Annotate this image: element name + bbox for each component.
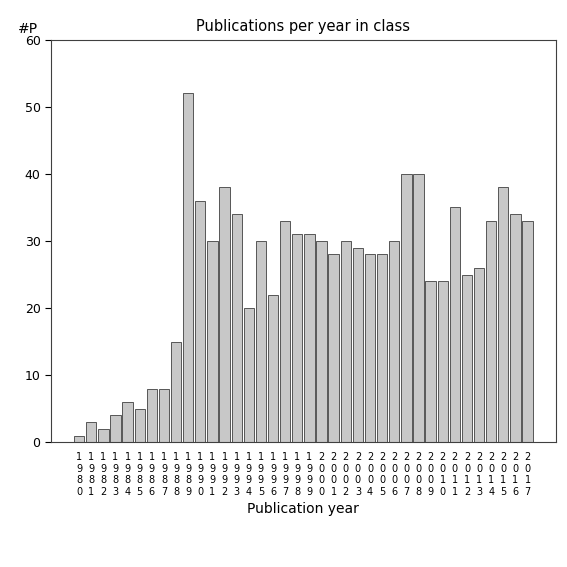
Bar xyxy=(474,268,484,442)
Bar xyxy=(98,429,108,442)
X-axis label: Publication year: Publication year xyxy=(247,502,359,517)
Bar xyxy=(74,435,84,442)
Bar xyxy=(413,174,424,442)
Bar xyxy=(171,341,181,442)
Bar xyxy=(256,241,266,442)
Bar xyxy=(111,416,121,442)
Bar xyxy=(304,234,315,442)
Bar xyxy=(328,255,339,442)
Bar xyxy=(365,255,375,442)
Bar xyxy=(425,281,436,442)
Bar xyxy=(86,422,96,442)
Bar xyxy=(183,94,193,442)
Bar xyxy=(341,241,351,442)
Bar xyxy=(450,208,460,442)
Bar xyxy=(231,214,242,442)
Bar xyxy=(292,234,302,442)
Text: #P: #P xyxy=(18,22,39,36)
Bar xyxy=(462,274,472,442)
Bar xyxy=(316,241,327,442)
Bar xyxy=(486,221,496,442)
Bar xyxy=(522,221,533,442)
Bar xyxy=(159,388,169,442)
Bar xyxy=(377,255,387,442)
Bar xyxy=(389,241,399,442)
Bar xyxy=(134,409,145,442)
Bar xyxy=(244,308,254,442)
Bar xyxy=(498,187,509,442)
Bar xyxy=(353,248,363,442)
Title: Publications per year in class: Publications per year in class xyxy=(196,19,411,35)
Bar xyxy=(438,281,448,442)
Bar xyxy=(122,402,133,442)
Bar xyxy=(208,241,218,442)
Bar xyxy=(219,187,230,442)
Bar xyxy=(280,221,290,442)
Bar xyxy=(147,388,157,442)
Bar xyxy=(195,201,205,442)
Bar xyxy=(268,295,278,442)
Bar xyxy=(401,174,412,442)
Bar xyxy=(510,214,521,442)
